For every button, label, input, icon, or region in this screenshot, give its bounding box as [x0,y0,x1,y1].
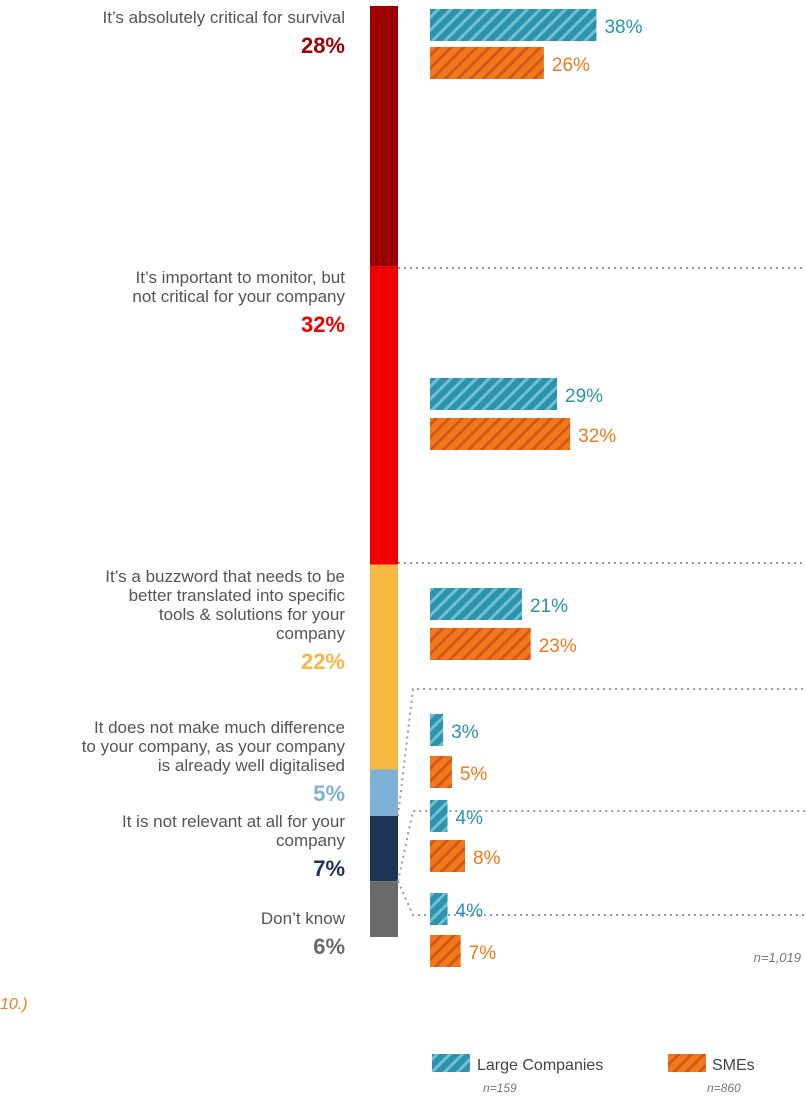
stack-segment-4 [370,769,398,816]
separator-3 [397,688,806,817]
large-value-3: 21% [530,596,568,617]
stack-segment-6 [370,881,398,937]
separator-5 [397,880,806,916]
sme-value-2: 32% [578,426,616,447]
large-value-5: 4% [456,808,484,829]
partial-text: 10.) [0,996,28,1013]
sme-bar-4 [430,756,452,788]
category-label-2-line-2: not critical for your company [132,287,345,306]
legend-n-smes: n=860 [707,1081,741,1095]
stack-segment-2 [370,266,398,565]
large-bar-2 [430,378,558,410]
category-label-4-line-1: It does not make much difference [94,718,345,737]
legend-n-large-companies: n=159 [483,1081,517,1095]
sme-bar-1 [430,47,544,79]
large-value-6: 4% [456,901,484,922]
category-label-3-line-2: better translated into specific [129,586,346,605]
category-total-4: 5% [313,781,345,806]
category-label-5-line-1: It is not relevant at all for your [122,812,345,831]
total-n-note: n=1,019 [754,950,801,965]
sme-bar-3 [430,628,531,660]
legend: Large Companies n=159 SMEs n=860 [432,1054,755,1095]
sme-bar-6 [430,935,461,967]
legend-swatch-large-companies [432,1054,470,1072]
category-total-5: 7% [313,856,345,881]
large-bar-4 [430,714,444,746]
category-label-4-line-3: is already well digitalised [158,756,345,775]
category-labels: It’s absolutely critical for survival 28%… [82,8,346,959]
sme-bar-2 [430,418,571,450]
bar-groups: 38% 26% 29% 32% 21% 23% 3% 5% 4% 8% 4% 7% [430,9,643,967]
category-total-3: 22% [301,649,345,674]
sme-value-5: 8% [473,848,501,869]
large-bar-1 [430,9,597,41]
large-bar-5 [430,800,448,832]
category-total-6: 6% [313,934,345,959]
large-value-1: 38% [604,17,642,38]
category-label-3-line-3: tools & solutions for your [159,605,345,624]
sme-bar-5 [430,840,466,872]
category-total-2: 32% [301,312,345,337]
large-bar-6 [430,893,448,925]
legend-label-smes: SMEs [712,1057,755,1074]
category-label-3-line-4: company [276,624,345,643]
large-bar-3 [430,588,522,620]
legend-swatch-smes [668,1054,706,1072]
large-value-2: 29% [565,386,603,407]
sme-value-3: 23% [539,636,577,657]
category-total-1: 28% [301,33,345,58]
category-label-2-line-1: It’s important to monitor, but [136,268,346,287]
stack-segment-5 [370,815,398,882]
sme-value-1: 26% [552,55,590,76]
separator-lines [397,267,806,916]
category-label-4-line-2: to your company, as your company [82,737,346,756]
category-label-6-line-1: Don’t know [261,909,346,928]
category-label-3-line-1: It’s a buzzword that needs to be [105,567,345,586]
large-value-4: 3% [451,722,479,743]
sme-value-6: 7% [469,943,497,964]
category-label-1-line-1: It’s absolutely critical for survival [103,8,346,27]
legend-label-large-companies: Large Companies [477,1057,603,1074]
stack-segment-3 [370,564,398,770]
sme-value-4: 5% [460,764,488,785]
category-label-5-line-2: company [276,831,345,850]
stack-segment-1 [370,6,398,267]
stacked-total-bar [370,6,398,937]
